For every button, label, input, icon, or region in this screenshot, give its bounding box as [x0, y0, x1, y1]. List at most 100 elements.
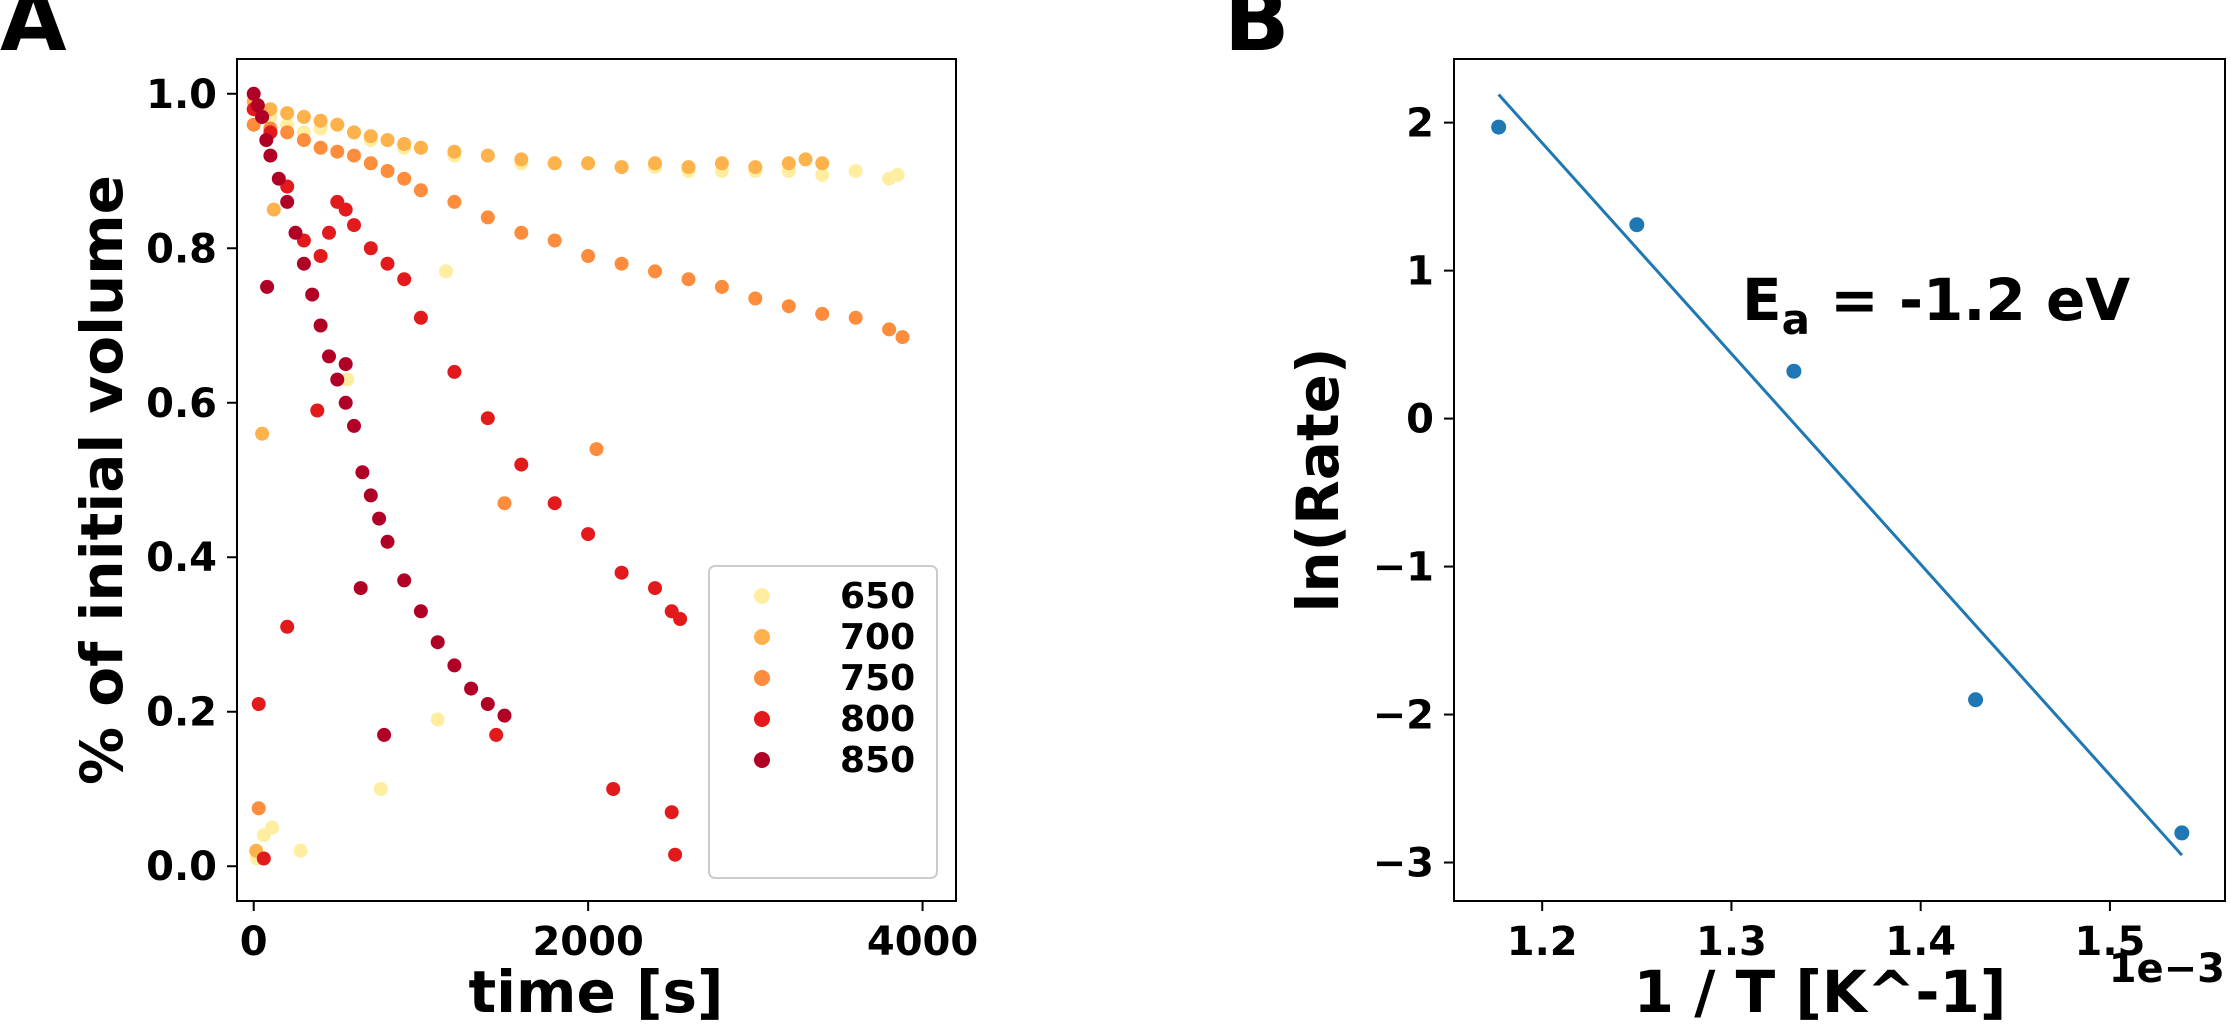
y-tick-label: 1.0 — [146, 72, 217, 118]
series-800-point — [251, 697, 266, 711]
series-650-point — [293, 843, 308, 858]
y-tick-label: −2 — [1373, 693, 1434, 739]
series-700-point — [514, 152, 529, 167]
series-750-point — [681, 272, 696, 287]
series-750-point — [514, 225, 529, 240]
series-850-point — [363, 488, 378, 503]
series-750-point — [380, 164, 395, 178]
series-750-point — [413, 183, 428, 198]
plot-a-y-ticks: 0.0 0.2 0.4 0.6 0.8 1.0 — [146, 72, 237, 890]
series-700-point — [648, 156, 662, 171]
series-850-point — [322, 349, 336, 364]
series-750-point — [714, 279, 729, 294]
series-700-point — [313, 113, 328, 128]
series-850-point — [271, 171, 286, 186]
series-800-point — [310, 403, 325, 418]
series-700-point — [255, 426, 270, 441]
series-650-point — [848, 164, 863, 178]
series-850-point — [280, 194, 295, 209]
series-700-point — [547, 156, 562, 171]
plot-b-x-axis-title: 1 / T [K^-1] — [1634, 958, 2007, 1026]
series-700-point — [798, 152, 813, 167]
series-750-point — [296, 133, 311, 148]
series-850-point — [413, 604, 428, 619]
series-700-point — [280, 106, 295, 121]
series-850-point — [464, 681, 479, 696]
data-point — [2174, 825, 2190, 841]
series-700-point — [380, 133, 395, 148]
series-750-point — [581, 249, 596, 263]
legend-label-750: 750 — [840, 658, 915, 699]
annotation-e: E — [1742, 266, 1782, 334]
series-800-point — [347, 218, 361, 233]
series-800-point — [489, 727, 504, 742]
series-700-point — [714, 156, 729, 171]
fit-line — [1497, 93, 2183, 857]
legend-label-650: 650 — [840, 576, 915, 617]
y-tick-label: 2 — [1406, 101, 1434, 147]
series-750-point — [313, 140, 328, 155]
y-tick-label: 0.2 — [146, 690, 217, 736]
series-700-point — [347, 125, 361, 140]
series-850-point — [260, 279, 275, 294]
series-650-point — [373, 782, 388, 796]
activation-energy-annotation: Ea = -1.2 eV — [1742, 266, 2130, 344]
series-750-point — [251, 801, 266, 816]
series-850-point — [255, 109, 270, 124]
plot-b-fit-line — [1497, 93, 2183, 857]
legend-frame — [708, 565, 938, 879]
series-850-point — [447, 658, 462, 673]
series-850-point — [338, 357, 353, 372]
y-tick-label: 0.4 — [146, 535, 217, 581]
series-800-point — [256, 851, 271, 866]
series-750-point — [815, 306, 830, 321]
series-650-point — [815, 167, 830, 182]
series-700-point — [363, 129, 378, 144]
series-700-point — [330, 117, 345, 132]
legend-marker-850 — [754, 752, 770, 768]
legend-label-850: 850 — [840, 740, 915, 781]
series-800-point — [322, 225, 336, 240]
series-700-point — [397, 137, 412, 151]
series-800-point — [606, 782, 621, 796]
series-850-point — [480, 697, 495, 711]
series-850-point — [353, 581, 368, 596]
series-850-point — [338, 395, 353, 410]
series-750-point — [447, 194, 462, 209]
legend-marker-800 — [754, 711, 770, 727]
series-800-point — [363, 241, 378, 256]
y-tick-label: 1 — [1406, 249, 1434, 295]
panel-a-chart: 0 2000 4000 0.0 0.2 0.4 0.6 0.8 1.0 time [s] % … — [68, 58, 978, 1026]
series-800-point — [547, 496, 562, 511]
y-tick-label: 0.6 — [146, 381, 217, 427]
series-800-point — [447, 364, 462, 379]
annotation-subscript: a — [1782, 295, 1810, 344]
series-850-point — [347, 418, 361, 433]
series-800-point — [413, 310, 428, 325]
data-point — [1786, 363, 1802, 379]
series-800-point — [380, 256, 395, 271]
legend-label-800: 800 — [840, 699, 915, 740]
series-800-point — [480, 411, 495, 426]
legend-label-700: 700 — [840, 617, 915, 658]
plot-a-points — [246, 86, 910, 866]
plot-b-points — [1491, 119, 2190, 841]
series-850-point — [397, 573, 412, 588]
series-700-point — [447, 144, 462, 159]
series-750-point — [648, 264, 662, 279]
data-point — [1629, 217, 1645, 233]
series-750-point — [547, 233, 562, 248]
series-850-point — [330, 372, 345, 387]
plot-b-x-offset-label: 1e−3 — [2109, 946, 2225, 992]
series-800-point — [668, 847, 683, 862]
series-750-point — [397, 171, 412, 186]
x-tick-label: 0 — [240, 919, 268, 965]
y-tick-label: 0.0 — [146, 844, 217, 890]
x-tick-label: 1.4 — [1885, 919, 1956, 965]
series-700-point — [781, 156, 796, 171]
panel-b-chart: 1.2 1.3 1.4 1.5 −3 −2 −1 0 1 2 1e−3 1 / T [K^-1]… — [1284, 58, 2226, 1026]
series-700-point — [413, 140, 428, 155]
series-750-point — [363, 156, 378, 171]
